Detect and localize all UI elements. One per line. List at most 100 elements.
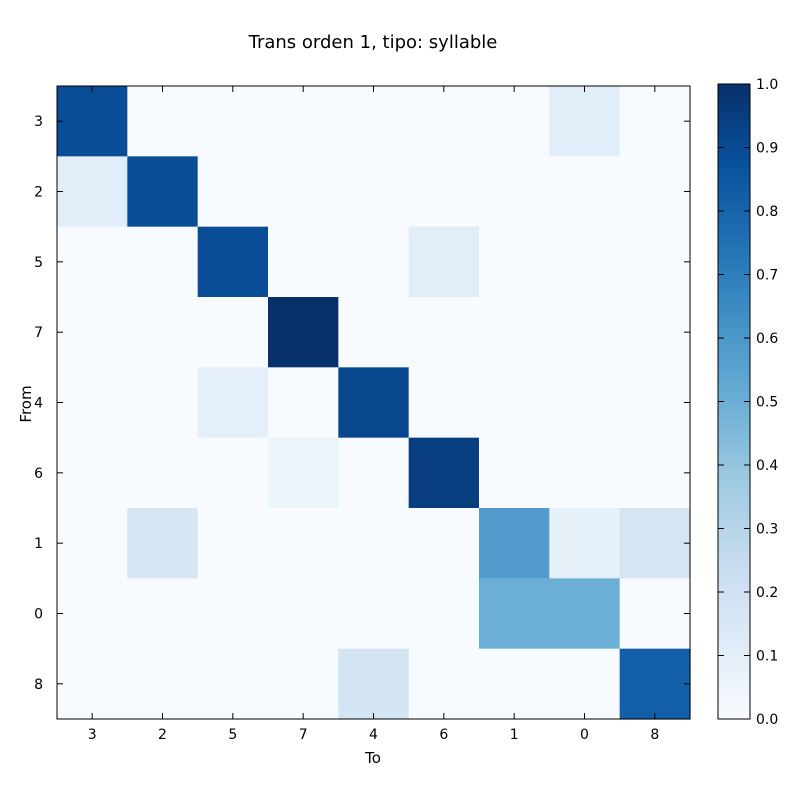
- colorbar-tick-label: 0.6: [756, 331, 778, 347]
- heatmap-cell: [479, 437, 550, 509]
- heatmap-cell: [268, 156, 339, 228]
- x-tick-label: 2: [158, 727, 167, 743]
- heatmap-cell: [268, 648, 339, 720]
- heatmap-cell: [127, 226, 199, 298]
- heatmap-cell: [619, 508, 691, 579]
- heatmap-cell: [338, 578, 410, 650]
- heatmap-cell: [408, 297, 480, 368]
- heatmap-cell: [408, 578, 480, 650]
- heatmap-cell: [549, 86, 621, 157]
- heatmap-cell: [479, 578, 550, 650]
- y-tick-label: 1: [34, 536, 43, 552]
- heatmap-cell: [408, 508, 480, 579]
- x-tick-label: 8: [650, 727, 659, 743]
- colorbar-tick-label: 0.1: [756, 649, 778, 665]
- heatmap-cell: [479, 86, 550, 157]
- heatmap-cell: [338, 156, 410, 228]
- colorbar-tick-label: 0.4: [756, 458, 778, 474]
- chart-title: Trans orden 1, tipo: syllable: [248, 32, 498, 53]
- x-tick-label: 3: [88, 727, 97, 743]
- heatmap-cell: [338, 508, 410, 579]
- heatmap-cell: [127, 156, 199, 228]
- colorbar-tick-label: 0.7: [756, 268, 778, 284]
- colorbar-tick-label: 0.2: [756, 585, 778, 601]
- heatmap-cell: [57, 156, 128, 228]
- heatmap-cell: [57, 226, 128, 298]
- heatmap-cell: [197, 86, 269, 157]
- heatmap-cell: [338, 226, 410, 298]
- heatmap-cell: [338, 367, 410, 439]
- y-axis-label: From: [17, 385, 35, 422]
- heatmap-cell: [268, 86, 339, 157]
- heatmap-cell: [619, 648, 691, 720]
- y-tick-label: 4: [34, 396, 43, 412]
- colorbar-ticks: 0.0 0.1 0.2 0.3 0.4 0.5 0.6 0.7 0.8 0.9 1.0: [718, 77, 778, 728]
- colorbar-tick-label: 0.8: [756, 204, 778, 220]
- heatmap-cell: [549, 508, 621, 579]
- y-tick-label: 5: [34, 255, 43, 271]
- heatmap-cell: [338, 297, 410, 368]
- heatmap-cell: [619, 367, 691, 439]
- heatmap-cell: [197, 508, 269, 579]
- colorbar-tick-label: 0.0: [756, 712, 778, 728]
- heatmap-cell: [619, 578, 691, 650]
- heatmap-cell: [408, 86, 480, 157]
- heatmap-cell: [197, 297, 269, 368]
- heatmap-cell: [338, 437, 410, 509]
- heatmap-cell: [479, 226, 550, 298]
- heatmap-cell: [338, 86, 410, 157]
- heatmap-cell: [479, 297, 550, 368]
- heatmap-cell: [197, 226, 269, 298]
- x-tick-label: 1: [510, 727, 519, 743]
- heatmap-cell: [479, 508, 550, 579]
- x-tick-label: 5: [228, 727, 237, 743]
- heatmap-cell: [127, 367, 199, 439]
- heatmap-cell: [549, 578, 621, 650]
- heatmap-cell: [408, 437, 480, 509]
- heatmap-cell: [57, 578, 128, 650]
- x-tick-label: 6: [439, 727, 448, 743]
- heatmap-cell: [57, 508, 128, 579]
- heatmap-cell: [197, 367, 269, 439]
- heatmap-cell: [619, 226, 691, 298]
- heatmap-cell: [127, 578, 199, 650]
- heatmap-cell: [619, 437, 691, 509]
- heatmap-cell: [408, 156, 480, 228]
- heatmap-cell: [197, 156, 269, 228]
- heatmap-cell: [268, 508, 339, 579]
- y-axis-ticks: 3 2 5 7 4 6 1 0 8: [34, 114, 690, 693]
- heatmap-cell: [549, 297, 621, 368]
- heatmap-cell: [197, 648, 269, 720]
- heatmap-cell: [127, 437, 199, 509]
- heatmap-cell: [57, 437, 128, 509]
- heatmap-cell: [549, 226, 621, 298]
- heatmap-cell: [619, 86, 691, 157]
- heatmap-cell: [127, 297, 199, 368]
- heatmap-cell: [479, 367, 550, 439]
- heatmap-cell: [619, 156, 691, 228]
- heatmap-cell: [268, 437, 339, 509]
- heatmap-cell: [127, 86, 199, 157]
- heatmap-cell: [408, 226, 480, 298]
- heatmap-cell: [619, 297, 691, 368]
- heatmap-cell: [57, 367, 128, 439]
- heatmap-cell: [57, 648, 128, 720]
- heatmap-cell: [549, 648, 621, 720]
- heatmap-cell: [268, 367, 339, 439]
- colorbar-tick-label: 0.9: [756, 141, 778, 157]
- heatmap-cell: [549, 156, 621, 228]
- colorbar-tick-label: 1.0: [756, 77, 778, 93]
- heatmap-cell: [57, 297, 128, 368]
- heatmap-cell: [197, 578, 269, 650]
- y-tick-label: 8: [34, 677, 43, 693]
- heatmap-cells: [57, 86, 691, 720]
- heatmap-cell: [549, 367, 621, 439]
- heatmap-cell: [549, 437, 621, 509]
- heatmap-cell: [338, 648, 410, 720]
- heatmap-cell: [268, 226, 339, 298]
- x-tick-label: 4: [369, 727, 378, 743]
- heatmap-cell: [127, 648, 199, 720]
- y-tick-label: 0: [34, 607, 43, 623]
- colorbar-tick-label: 0.3: [756, 522, 778, 538]
- y-tick-label: 2: [34, 185, 43, 201]
